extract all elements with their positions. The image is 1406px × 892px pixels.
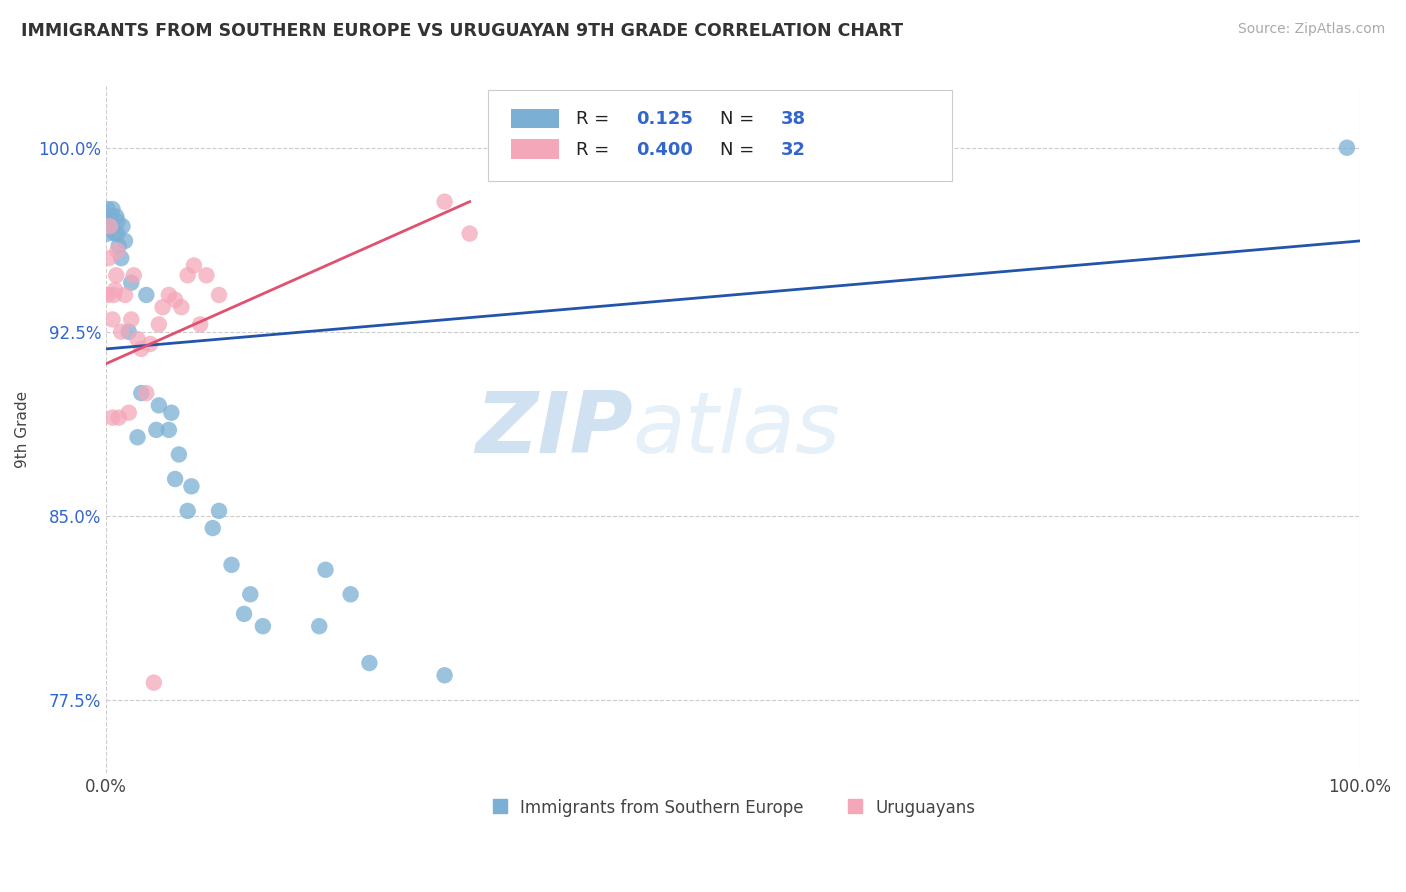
Point [148,318,170,332]
Point [135,386,157,401]
Point [101,312,124,326]
Text: R =: R = [576,111,616,128]
Point [167,447,190,461]
Point [118,406,141,420]
Point [104,283,127,297]
Text: 38: 38 [780,111,806,128]
Point [107,214,129,228]
Point [359,656,381,670]
Point [180,479,202,493]
Point [96,227,118,241]
Point [101,202,124,216]
Point [107,239,129,253]
Point [127,332,149,346]
Point [165,293,187,307]
Point [122,268,145,283]
Point [170,300,193,314]
Point [152,300,174,314]
Point [433,668,456,682]
Point [201,521,224,535]
Point [315,563,337,577]
Point [96,202,118,216]
FancyBboxPatch shape [488,90,952,181]
Point [135,288,157,302]
Point [107,227,129,241]
Point [114,234,136,248]
Point [98,219,121,234]
Point [127,430,149,444]
Point [183,259,205,273]
Text: R =: R = [576,141,616,159]
Text: atlas: atlas [633,388,841,471]
Text: N =: N = [720,141,761,159]
Point [139,337,162,351]
Point [145,423,167,437]
Point [308,619,330,633]
Text: IMMIGRANTS FROM SOUTHERN EUROPE VS URUGUAYAN 9TH GRADE CORRELATION CHART: IMMIGRANTS FROM SOUTHERN EUROPE VS URUGU… [21,22,903,40]
Point [233,607,256,621]
Text: 0.400: 0.400 [637,141,693,159]
Text: 0.125: 0.125 [637,111,693,128]
Point [107,244,129,258]
Point [120,276,142,290]
Point [176,504,198,518]
Point [339,587,361,601]
Point [114,288,136,302]
Text: Source: ZipAtlas.com: Source: ZipAtlas.com [1237,22,1385,37]
Point [129,386,152,401]
Text: ZIP: ZIP [475,388,633,471]
Point [97,251,120,265]
Point [100,210,122,224]
Point [101,410,124,425]
Point [110,251,132,265]
Point [157,288,180,302]
Point [1336,141,1358,155]
Point [239,587,262,601]
Point [105,268,128,283]
Point [433,194,456,209]
Point [160,406,183,420]
Point [176,268,198,283]
Point [98,214,121,228]
Point [157,423,180,437]
Text: 32: 32 [780,141,806,159]
Point [110,325,132,339]
Point [111,219,134,234]
Point [120,312,142,326]
Point [148,398,170,412]
Point [107,410,129,425]
FancyBboxPatch shape [510,109,558,128]
FancyBboxPatch shape [510,139,558,159]
Y-axis label: 9th Grade: 9th Grade [15,392,30,468]
Point [195,268,218,283]
Point [458,227,481,241]
Legend: Immigrants from Southern Europe, Uruguayans: Immigrants from Southern Europe, Uruguay… [484,792,983,823]
Point [105,210,128,224]
Point [118,325,141,339]
Text: N =: N = [720,111,761,128]
Point [129,342,152,356]
Point [142,675,165,690]
Point [208,288,231,302]
Point [221,558,243,572]
Point [103,288,125,302]
Point [96,288,118,302]
Point [104,227,127,241]
Point [252,619,274,633]
Point [208,504,231,518]
Point [165,472,187,486]
Point [188,318,211,332]
